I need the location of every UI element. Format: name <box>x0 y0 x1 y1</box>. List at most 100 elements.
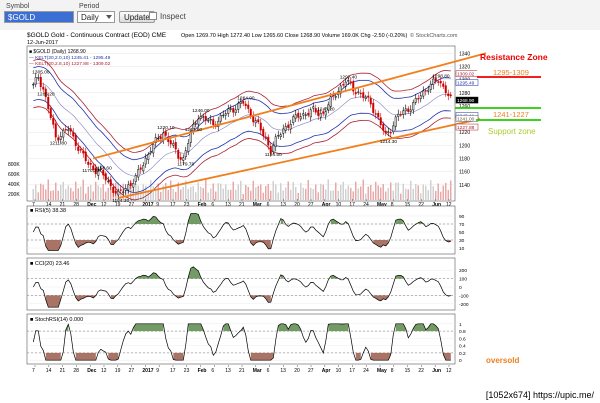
stochrsi-oversold-fill <box>250 352 274 361</box>
candle-body <box>442 83 445 87</box>
volume-bar <box>32 189 34 200</box>
volume-bar <box>172 188 174 200</box>
price-label: 1214.30 <box>380 139 398 145</box>
volume-bar <box>75 181 77 200</box>
candle-body <box>302 113 305 116</box>
date-tick-label: 27 <box>129 202 135 208</box>
date-tick-label: Apr <box>322 202 331 208</box>
volume-bar <box>380 187 382 200</box>
candle-body <box>239 101 242 104</box>
candle-body <box>324 111 327 116</box>
date-tick-label: 24 <box>363 202 369 208</box>
candle-body <box>429 83 432 90</box>
volume-bar <box>230 189 232 200</box>
candle-body <box>157 137 160 140</box>
date-tick-label: 17 <box>349 368 355 374</box>
volume-bar <box>182 186 184 200</box>
trend-channel <box>93 52 487 199</box>
cci-oversold-fill <box>45 295 61 308</box>
candle-body <box>349 81 352 84</box>
stochrsi-overbought-fill <box>395 323 406 332</box>
candle-body <box>387 131 390 133</box>
keltner-inner-up <box>33 66 451 161</box>
volume-bar <box>222 188 224 200</box>
candle-body <box>169 140 172 145</box>
cci-tick-label: 100 <box>459 277 467 283</box>
volume-bar <box>170 180 172 200</box>
price-tag-value: 1268.90 <box>457 98 475 104</box>
candle-body <box>204 116 207 121</box>
rsi-overbought-fill <box>188 213 201 224</box>
symbol-input[interactable]: $GOLD <box>4 11 74 23</box>
volume-bar <box>375 181 377 200</box>
date-tick-label: 8 <box>391 202 394 208</box>
date-tick-label: 17 <box>349 202 355 208</box>
volume-bar <box>390 182 392 200</box>
volume-bar <box>242 193 244 200</box>
volume-bar <box>287 181 289 200</box>
volume-bar <box>430 180 432 200</box>
volume-bar <box>297 192 299 200</box>
cci-line <box>27 266 455 308</box>
period-select[interactable]: Daily <box>77 11 115 23</box>
date-tick-label: 13 <box>280 202 286 208</box>
chart-title: $GOLD Gold - Continuous Contract (EOD) C… <box>27 32 167 39</box>
candle-body <box>369 98 372 105</box>
price-label: 1248.20 <box>317 107 335 113</box>
stochrsi-oversold-fill <box>173 352 184 361</box>
volume-bar <box>177 182 179 200</box>
candle-body <box>287 124 290 128</box>
volume-bar <box>367 186 369 200</box>
volume-bar <box>370 184 372 200</box>
price-label: 1246.00 <box>192 108 210 114</box>
rsi-oversold-fill <box>110 240 116 245</box>
candle-body <box>44 88 47 98</box>
legend-price: ■ $GOLD (Daily) 1268.90 <box>29 49 86 55</box>
date-tick-label: 22 <box>418 202 424 208</box>
inspect-label: Inspect <box>160 12 186 21</box>
date-tick-label: 6 <box>211 202 214 208</box>
candle-body <box>262 128 265 137</box>
resistance-range-box <box>477 68 543 76</box>
volume-bar <box>107 187 109 200</box>
volume-bar <box>127 189 129 200</box>
price-tag-value: 1227.88 <box>457 125 475 131</box>
volume-bar <box>445 182 447 200</box>
candle-body <box>259 122 262 131</box>
candle-body <box>207 120 210 122</box>
price-label: 1124.30 <box>112 198 129 204</box>
volume-bar <box>435 190 437 200</box>
volume-bar <box>72 191 74 200</box>
date-tick-label: Feb <box>198 202 207 208</box>
rsi-tick-label: 30 <box>459 238 465 244</box>
chart-date: 12-Jun-2017 <box>27 40 58 46</box>
stock-chart: $GOLD Gold - Continuous Contract (EOD) C… <box>0 30 600 403</box>
date-tick-label: 9 <box>156 202 159 208</box>
support-zone-title: Support zone <box>488 127 536 136</box>
candle-body <box>232 108 235 113</box>
rsi-label: ■ RSI(5) 38.38 <box>30 208 66 214</box>
date-tick-label: 21 <box>239 368 245 374</box>
inspect-checkbox[interactable] <box>149 12 157 20</box>
volume-bar <box>317 192 319 200</box>
date-tick-label: 27 <box>308 368 314 374</box>
stochrsi-trace <box>32 323 451 361</box>
volume-bar <box>412 188 414 200</box>
candle-body <box>352 81 355 92</box>
volume-tick-label: 800K <box>8 162 20 168</box>
price-label: 1264.90 <box>237 96 255 102</box>
candle-body <box>334 96 337 98</box>
cci-oversold-fill <box>75 295 96 301</box>
volume-bar <box>197 182 199 200</box>
stockcharts-credit: © StockCharts.com <box>410 32 458 39</box>
candle-body <box>57 137 60 141</box>
candle-body <box>122 191 125 193</box>
candle-body <box>139 167 142 170</box>
candle-body <box>94 168 97 175</box>
volume-bar <box>90 184 92 200</box>
candle-body <box>114 190 117 194</box>
date-tick-label: 19 <box>115 202 121 208</box>
candle-body <box>74 134 77 147</box>
candle-body <box>147 154 150 160</box>
date-tick-label: 10 <box>336 202 342 208</box>
